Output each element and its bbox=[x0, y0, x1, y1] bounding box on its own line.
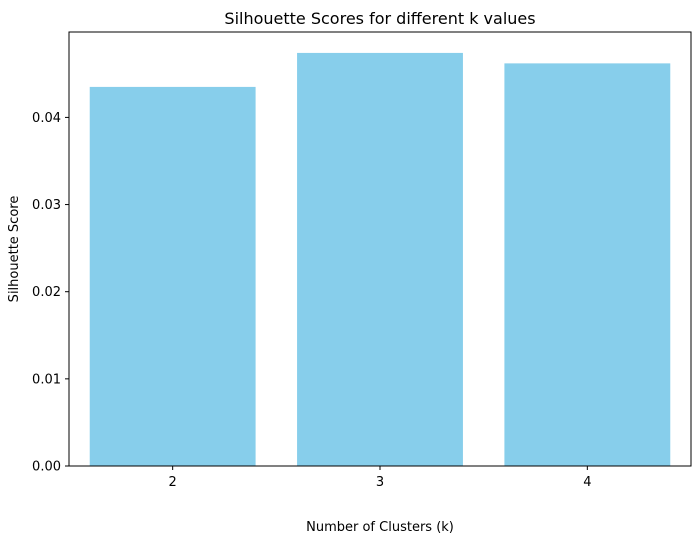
y-tick-label-4: 0.04 bbox=[32, 111, 61, 126]
y-tick-label-2: 0.02 bbox=[32, 285, 61, 300]
x-axis: 2 3 4 bbox=[169, 466, 591, 490]
chart-title: Silhouette Scores for different k values bbox=[224, 9, 535, 28]
bar-k-2 bbox=[89, 86, 256, 466]
y-tick-label-3: 0.03 bbox=[32, 198, 61, 213]
x-axis-label: Number of Clusters (k) bbox=[306, 520, 454, 535]
bar-k-4 bbox=[504, 63, 671, 466]
x-tick-label-4: 4 bbox=[583, 475, 591, 490]
bar-k-3 bbox=[297, 52, 463, 467]
bars-group bbox=[89, 52, 671, 467]
y-axis-label: Silhouette Score bbox=[7, 196, 22, 303]
x-tick-label-3: 3 bbox=[376, 475, 384, 490]
y-tick-label-1: 0.01 bbox=[32, 372, 61, 387]
x-tick-label-2: 2 bbox=[169, 475, 177, 490]
y-axis: 0.00 0.01 0.02 0.03 0.04 bbox=[32, 111, 69, 475]
y-tick-label-0: 0.00 bbox=[32, 460, 61, 475]
